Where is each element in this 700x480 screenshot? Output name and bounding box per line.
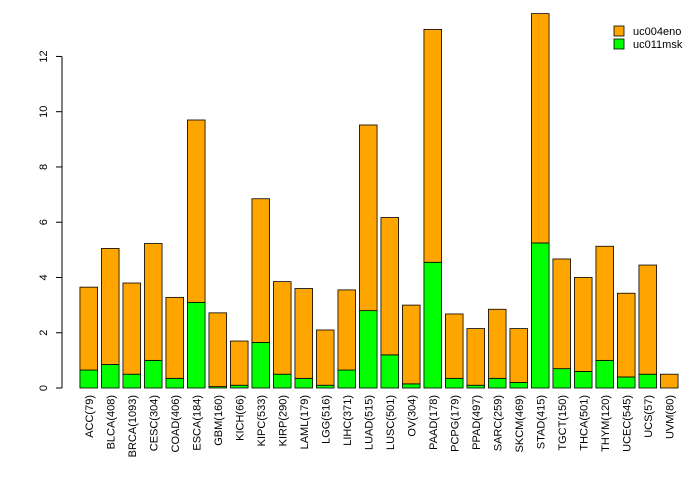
bar-uc011msk-3 bbox=[144, 359, 163, 389]
bar-uc011msk-7 bbox=[230, 384, 249, 389]
x-tick-label-4: COAD(406) bbox=[170, 395, 182, 452]
x-tick-label-21: STAD(415) bbox=[535, 395, 547, 449]
bar-uc011msk-11 bbox=[316, 384, 335, 389]
x-tick-label-9: KIRP(290) bbox=[277, 395, 289, 446]
bar-uc004eno-12 bbox=[337, 289, 356, 371]
x-tick-label-3: CESC(304) bbox=[148, 395, 160, 451]
bar-uc011msk-26 bbox=[638, 373, 657, 389]
bar-uc004eno-0 bbox=[79, 286, 98, 371]
bar-uc004eno-17 bbox=[445, 313, 464, 379]
bar-uc011msk-13 bbox=[359, 310, 378, 389]
legend-swatch-uc004eno bbox=[613, 25, 625, 37]
y-tick-label-0: 0 bbox=[38, 385, 50, 391]
x-tick-label-26: UCS(57) bbox=[643, 395, 655, 438]
x-tick-label-6: GBM(160) bbox=[213, 395, 225, 446]
bar-uc004eno-20 bbox=[509, 328, 528, 383]
x-tick-label-14: LUSC(501) bbox=[385, 395, 397, 450]
bar-uc004eno-3 bbox=[144, 243, 163, 361]
x-tick-label-0: ACC(79) bbox=[84, 395, 96, 438]
bar-uc004eno-2 bbox=[122, 282, 141, 375]
y-tick-label-5: 10 bbox=[38, 106, 50, 118]
x-axis: ACC(79) BLCA(408) BRCA(1093) CESC(304) COAD(… bbox=[84, 395, 677, 457]
x-tick-label-17: PCPG(179) bbox=[449, 395, 461, 452]
y-tick-label-4: 8 bbox=[38, 164, 50, 170]
bar-uc004eno-13 bbox=[359, 124, 378, 312]
x-tick-label-8: KIPC(533) bbox=[256, 395, 268, 446]
bar-uc004eno-9 bbox=[273, 281, 292, 375]
bar-uc004eno-7 bbox=[230, 340, 249, 386]
legend-label-uc011msk: uc011msk bbox=[633, 39, 683, 51]
x-tick-label-10: LAML(179) bbox=[299, 395, 311, 449]
x-tick-label-7: KICH(66) bbox=[234, 395, 246, 441]
legend-swatch-uc011msk bbox=[613, 38, 625, 50]
y-axis: 0 2 4 6 8 10 12 bbox=[38, 50, 63, 391]
bar-uc011msk-5 bbox=[187, 301, 206, 389]
x-tick-label-16: PAAD(178) bbox=[428, 395, 440, 450]
x-tick-label-11: LGG(516) bbox=[320, 395, 332, 444]
bar-uc004eno-15 bbox=[402, 304, 421, 385]
x-tick-label-5: ESCA(184) bbox=[191, 395, 203, 451]
bar-uc004eno-1 bbox=[101, 248, 120, 365]
x-tick-label-20: SKCM(469) bbox=[514, 395, 526, 452]
bar-uc004eno-24 bbox=[595, 245, 614, 361]
y-tick-label-2: 4 bbox=[38, 274, 50, 280]
bar-uc011msk-14 bbox=[380, 354, 399, 389]
bar-uc004eno-22 bbox=[552, 258, 571, 370]
x-tick-label-24: THYM(120) bbox=[600, 395, 612, 452]
bar-uc004eno-18 bbox=[466, 328, 485, 386]
bar-uc004eno-11 bbox=[316, 329, 335, 386]
x-tick-label-27: UVM(80) bbox=[664, 395, 676, 439]
bar-uc011msk-1 bbox=[101, 364, 120, 389]
bar-uc004eno-10 bbox=[294, 288, 313, 379]
bar-uc011msk-22 bbox=[552, 368, 571, 389]
x-tick-label-18: PPAD(497) bbox=[471, 395, 483, 450]
bar-uc004eno-27 bbox=[660, 373, 679, 389]
x-tick-label-23: THCA(501) bbox=[578, 395, 590, 451]
x-tick-label-15: OV(304) bbox=[406, 395, 418, 437]
bar-uc011msk-10 bbox=[294, 377, 313, 389]
y-tick-label-3: 6 bbox=[38, 219, 50, 225]
bar-uc004eno-19 bbox=[488, 308, 507, 379]
bar-uc011msk-16 bbox=[423, 261, 442, 389]
y-tick-label-1: 2 bbox=[38, 330, 50, 336]
bar-uc011msk-19 bbox=[488, 377, 507, 389]
bar-uc011msk-8 bbox=[251, 342, 270, 389]
y-tick-label-6: 12 bbox=[38, 50, 50, 62]
x-tick-label-22: TGCT(150) bbox=[557, 395, 569, 451]
bar-uc011msk-20 bbox=[509, 382, 528, 389]
x-tick-label-2: BRCA(1093) bbox=[127, 395, 139, 457]
x-tick-label-12: LIHC(371) bbox=[342, 395, 354, 446]
bar-uc011msk-21 bbox=[531, 242, 550, 389]
bar-uc004eno-21 bbox=[531, 13, 550, 244]
bar-uc011msk-2 bbox=[122, 373, 141, 389]
x-tick-label-13: LUAD(515) bbox=[363, 395, 375, 450]
bar-uc004eno-26 bbox=[638, 264, 657, 375]
bar-uc011msk-4 bbox=[165, 377, 184, 389]
plot-area bbox=[79, 13, 679, 389]
x-tick-label-25: UCEC(545) bbox=[621, 395, 633, 452]
x-tick-label-19: SARC(259) bbox=[492, 395, 504, 451]
bar-uc011msk-25 bbox=[617, 376, 636, 389]
bar-uc011msk-0 bbox=[79, 369, 98, 389]
bar-uc004eno-14 bbox=[380, 217, 399, 356]
bar-uc004eno-6 bbox=[208, 312, 227, 388]
x-tick-label-1: BLCA(408) bbox=[105, 395, 117, 449]
legend-label-uc004eno: uc004eno bbox=[633, 26, 681, 38]
bar-uc004eno-8 bbox=[251, 198, 270, 343]
bar-uc011msk-17 bbox=[445, 377, 464, 389]
bar-uc004eno-4 bbox=[165, 296, 184, 379]
bar-uc011msk-18 bbox=[466, 384, 485, 389]
bar-uc011msk-23 bbox=[574, 371, 593, 389]
bar-uc004eno-25 bbox=[617, 292, 636, 378]
bar-uc011msk-15 bbox=[402, 383, 421, 389]
bar-uc004eno-23 bbox=[574, 277, 593, 372]
bar-uc011msk-9 bbox=[273, 373, 292, 389]
bar-uc004eno-16 bbox=[423, 28, 442, 263]
bar-uc011msk-12 bbox=[337, 369, 356, 389]
bar-uc011msk-24 bbox=[595, 359, 614, 389]
bar-uc004eno-5 bbox=[187, 119, 206, 303]
